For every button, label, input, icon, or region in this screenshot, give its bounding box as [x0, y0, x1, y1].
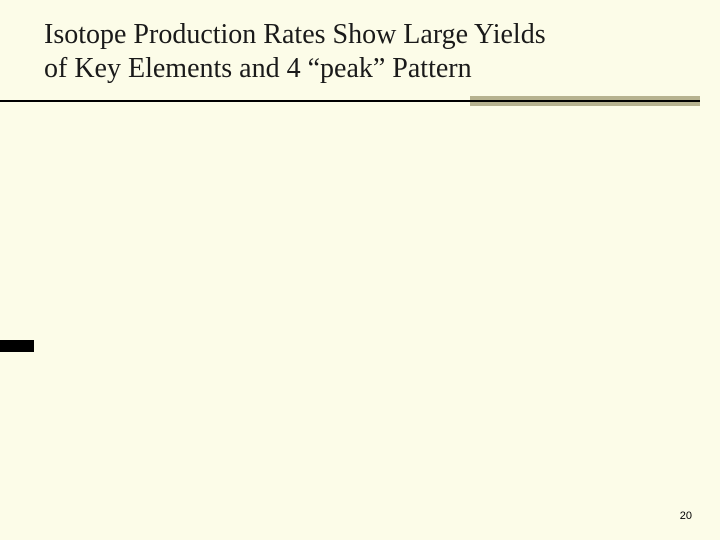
- title-divider: [0, 96, 720, 108]
- slide-title-line2: of Key Elements and 4 “peak” Pattern: [44, 52, 690, 86]
- slide-title-line1: Isotope Production Rates Show Large Yiel…: [44, 18, 690, 52]
- divider-rule: [0, 100, 700, 102]
- left-accent-bar: [0, 340, 34, 352]
- page-number: 20: [680, 510, 692, 522]
- slide-title-block: Isotope Production Rates Show Large Yiel…: [44, 18, 690, 85]
